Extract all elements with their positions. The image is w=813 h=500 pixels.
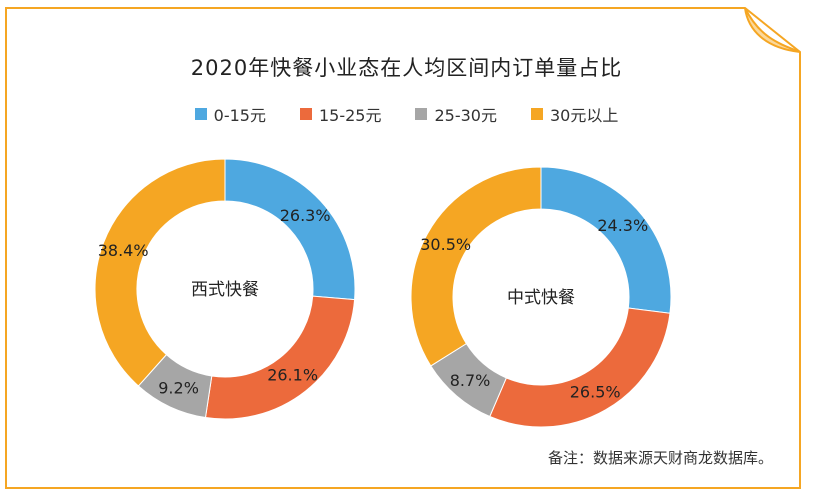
legend-swatch-0 xyxy=(194,108,207,120)
legend-label-1: 15-25元 xyxy=(318,106,382,125)
donut-0-center-label: 西式快餐 xyxy=(191,280,259,300)
source-note: 备注：数据来源天财商龙数据库。 xyxy=(547,449,773,467)
donut-0-label-1: 26.1% xyxy=(267,365,318,384)
legend-label-3: 30元以上 xyxy=(549,106,619,125)
donut-0-label-0: 26.3% xyxy=(280,206,331,225)
legend-swatch-2 xyxy=(415,108,428,120)
donut-0-label-2: 9.2% xyxy=(158,379,199,398)
donut-0-slice-1 xyxy=(204,295,356,420)
donut-1-label-2: 8.7% xyxy=(450,371,491,390)
legend-item-0: 0-15元 xyxy=(194,102,266,126)
donut-1-label-1: 26.5% xyxy=(570,383,621,402)
chart-title: 2020年快餐小业态在人均区间内订单量占比 xyxy=(190,56,623,80)
legend-item-2: 25-30元 xyxy=(415,102,497,126)
legend-swatch-1 xyxy=(299,108,312,120)
legend: 0-15元 15-25元 25-30元 30元以上 xyxy=(0,102,813,126)
donut-1-center-label: 中式快餐 xyxy=(507,288,575,308)
donut-1-label-0: 24.3% xyxy=(597,216,648,235)
donut-1-slice-3 xyxy=(410,166,542,367)
donut-1-slice-1 xyxy=(489,307,671,428)
legend-label-2: 25-30元 xyxy=(434,106,497,125)
donut-0-slice-0 xyxy=(224,158,356,301)
legend-item-1: 15-25元 xyxy=(299,102,382,126)
legend-item-3: 30元以上 xyxy=(530,102,619,126)
donut-0-slice-3 xyxy=(94,158,226,387)
donut-0-label-3: 38.4% xyxy=(98,241,149,260)
donut-1-label-3: 30.5% xyxy=(420,235,471,254)
legend-swatch-3 xyxy=(530,108,543,120)
legend-label-0: 0-15元 xyxy=(213,106,266,125)
